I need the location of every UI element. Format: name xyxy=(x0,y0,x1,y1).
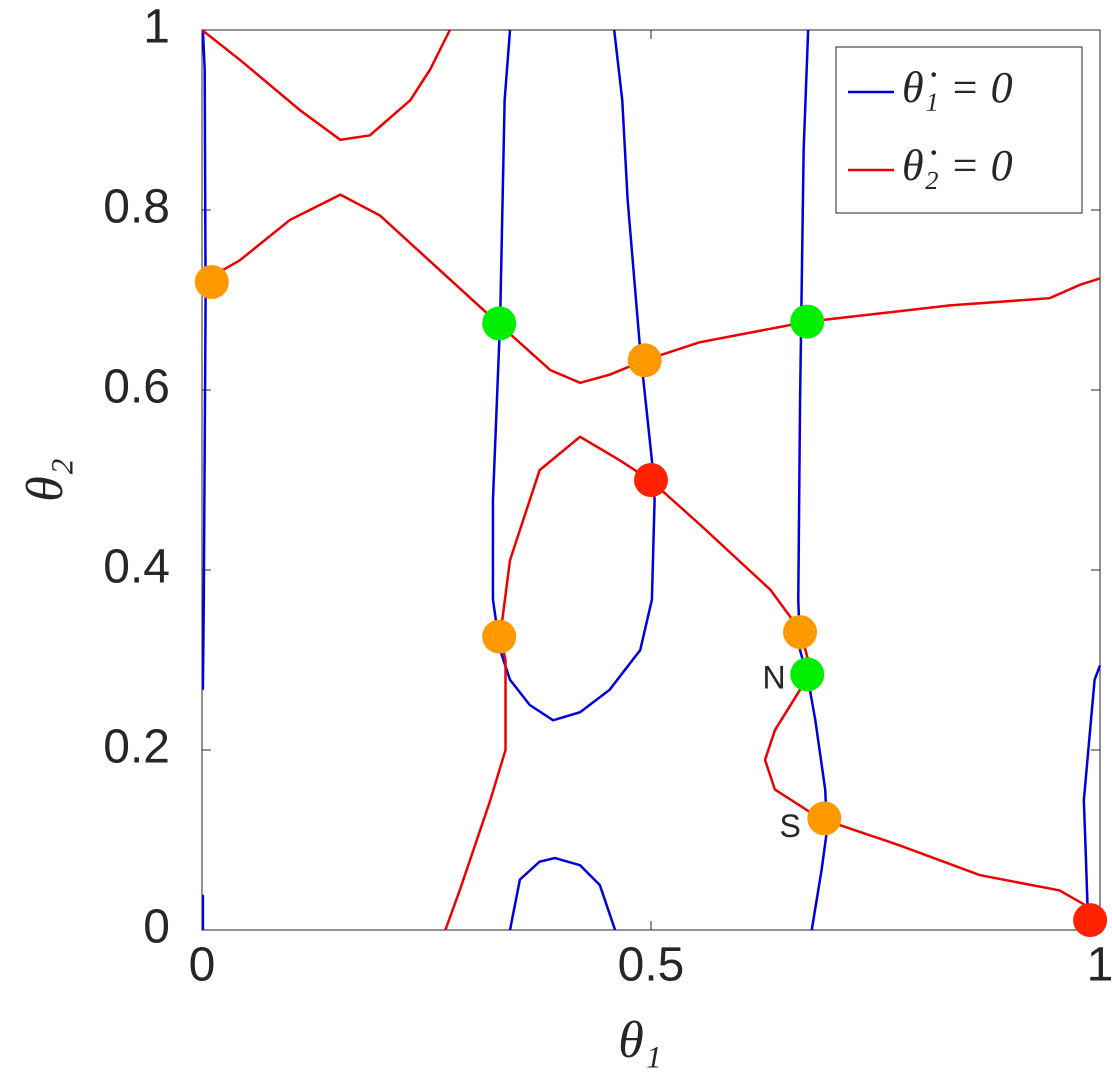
legend-box xyxy=(835,46,1083,214)
fixed-point xyxy=(482,306,517,341)
x-tick-label: 0 xyxy=(189,939,216,992)
x-tick-label: 1 xyxy=(1087,939,1112,992)
y-axis-label: θ₂ xyxy=(17,458,74,502)
annotation: N xyxy=(762,659,785,695)
y-tick-label: 1 xyxy=(143,1,170,54)
fixed-point xyxy=(627,343,662,378)
nullcline xyxy=(201,29,207,690)
nullcline xyxy=(444,435,1092,931)
annotation: S xyxy=(780,808,801,844)
nullcline xyxy=(508,856,617,931)
nullcline xyxy=(491,29,656,722)
x-axis-label: θ₁ xyxy=(618,1012,662,1069)
fixed-point xyxy=(634,463,668,497)
y-tick-label: 0.4 xyxy=(103,541,170,594)
fixed-point xyxy=(194,265,229,299)
y-tick-label: 0.8 xyxy=(103,181,170,234)
y-tick-label: 0.2 xyxy=(103,721,170,774)
fixed-point xyxy=(807,801,842,836)
fixed-point xyxy=(790,657,825,692)
legend-label: θ̇₁ = 0 xyxy=(902,63,1013,112)
nullcline xyxy=(201,29,451,142)
nullcline xyxy=(201,193,1101,385)
nullcline xyxy=(1082,664,1102,931)
y-tick-label: 0.6 xyxy=(103,361,170,414)
y-tick-label: 0 xyxy=(143,901,170,954)
plot-frame xyxy=(201,29,1101,931)
fixed-point xyxy=(1073,903,1108,938)
fixed-point xyxy=(783,615,818,650)
fixed-point xyxy=(482,619,517,654)
fixed-point xyxy=(790,304,825,339)
legend-label: θ̇₂ = 0 xyxy=(902,141,1013,190)
x-tick-label: 0.5 xyxy=(618,939,685,992)
nullcline xyxy=(797,29,829,931)
